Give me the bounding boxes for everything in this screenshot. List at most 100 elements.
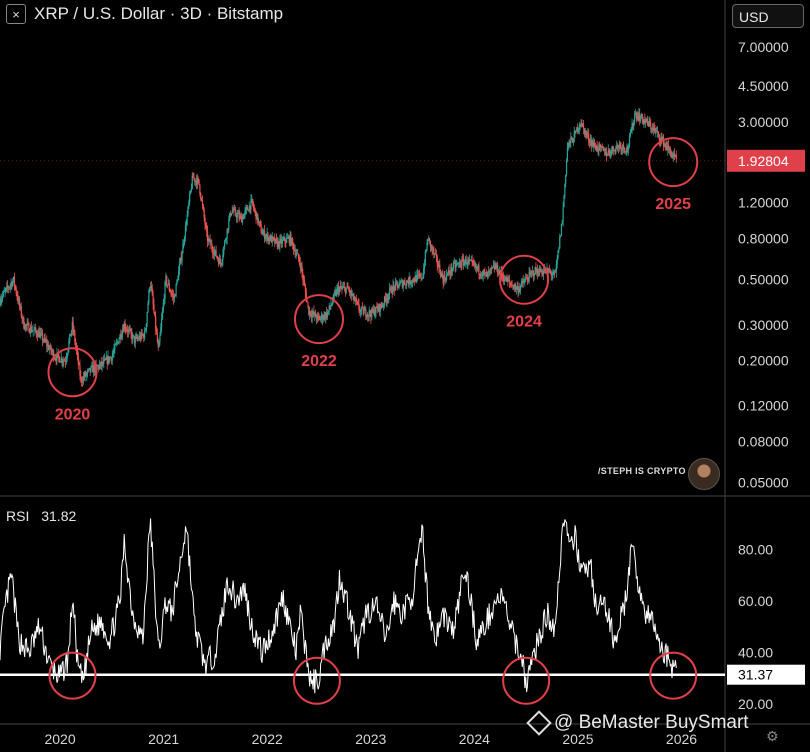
candle-body: [202, 205, 204, 210]
candle-body: [656, 131, 659, 133]
candle-body: [528, 272, 530, 282]
candle-body: [417, 274, 420, 276]
candle-body: [240, 215, 243, 223]
currency-select[interactable]: USD: [732, 4, 804, 28]
candle-body: [458, 262, 460, 264]
candle-body: [555, 264, 557, 272]
candle-body: [554, 271, 557, 273]
price-axis-tick-label: 0.50000: [738, 272, 789, 288]
candle-body: [360, 310, 362, 313]
candle-body: [260, 224, 262, 233]
candle-body: [28, 323, 30, 333]
candle-body: [486, 272, 489, 277]
candle-body: [239, 215, 241, 219]
candle-body: [87, 370, 89, 374]
candle-body: [204, 217, 206, 225]
candle-body: [630, 131, 632, 133]
settings-icon[interactable]: ⚙: [766, 728, 779, 744]
candle-body: [144, 331, 146, 339]
candle-body: [440, 272, 442, 277]
candle-body: [419, 273, 421, 277]
candle-body: [665, 144, 667, 148]
candle-body: [311, 313, 313, 318]
candle-body: [145, 323, 147, 331]
candle-body: [435, 253, 438, 257]
candle-body: [411, 282, 413, 284]
candle-body: [112, 352, 114, 356]
candle-body: [588, 140, 591, 143]
candle-body: [650, 124, 652, 129]
candle-body: [604, 148, 606, 155]
candle-body: [472, 261, 474, 263]
candle-body: [173, 295, 175, 299]
candle-body: [348, 288, 350, 290]
candle-body: [538, 268, 540, 276]
candle-body: [511, 284, 513, 286]
candle-body: [153, 304, 155, 313]
candle-body: [603, 148, 605, 151]
candle-body: [120, 334, 122, 338]
candle-body: [77, 354, 79, 364]
candle-body: [672, 155, 674, 157]
candle-body: [616, 145, 618, 148]
candle-body: [243, 213, 245, 219]
close-icon[interactable]: ×: [6, 4, 26, 24]
price-axis-tick-label: 0.80000: [738, 230, 789, 246]
candle-body: [198, 179, 200, 185]
candle-body: [129, 329, 131, 331]
candle-body: [39, 333, 41, 338]
candle-body: [525, 278, 527, 281]
candle-body: [251, 199, 253, 200]
candle-body: [309, 311, 312, 316]
candle-body: [628, 135, 631, 147]
candle-body: [605, 151, 607, 155]
candle-body: [5, 288, 7, 291]
candle-body: [136, 336, 138, 339]
candle-body: [1, 295, 4, 299]
candle-body: [238, 213, 240, 219]
candle-body: [548, 269, 550, 272]
candle-body: [322, 318, 324, 321]
candle-body: [156, 333, 158, 343]
candle-body: [518, 288, 520, 293]
rsi-axis-tick-label: 60.00: [738, 593, 773, 609]
candle-body: [592, 142, 594, 147]
candle-body: [227, 228, 229, 230]
candle-body: [318, 315, 320, 318]
candle-body: [265, 235, 267, 238]
candle-body: [359, 309, 361, 313]
candle-body: [491, 267, 493, 269]
candle-body: [543, 269, 546, 272]
candle-body: [256, 213, 258, 220]
price-highlight-circle: [294, 294, 344, 345]
candle-body: [69, 333, 71, 342]
candle-body: [349, 290, 352, 294]
candle-body: [539, 268, 541, 273]
candle-body: [529, 272, 531, 274]
candle-body: [567, 143, 569, 148]
candle-body: [252, 199, 254, 205]
candle-body: [400, 280, 403, 282]
candle-body: [7, 285, 9, 288]
candle-body: [304, 285, 306, 293]
candle-body: [594, 142, 596, 147]
candle-body: [587, 133, 589, 135]
candle-body: [337, 286, 340, 293]
candle-body: [642, 119, 644, 124]
candle-body: [122, 330, 124, 332]
candle-body: [652, 127, 654, 131]
candle-body: [514, 284, 517, 290]
candle-body: [164, 282, 166, 300]
candle-body: [560, 235, 562, 237]
candle-body: [401, 280, 403, 288]
candle-body: [172, 295, 175, 299]
candle-body: [41, 332, 43, 334]
candle-body: [513, 287, 515, 289]
candle-body: [474, 263, 476, 265]
candle-body: [138, 335, 141, 340]
candle-body: [467, 259, 469, 264]
candle-body: [488, 270, 490, 273]
time-axis-tick-label: 2021: [148, 731, 179, 747]
candle-body: [197, 178, 199, 180]
